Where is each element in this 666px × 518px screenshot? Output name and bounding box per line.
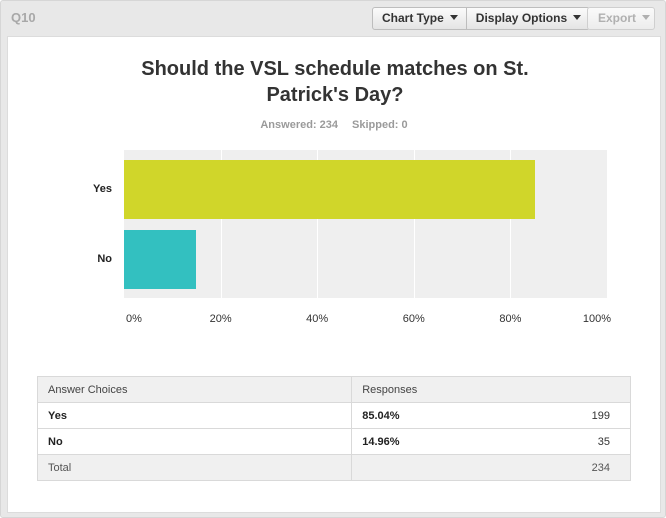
chevron-down-icon: [449, 15, 458, 20]
category-label: Yes: [93, 182, 112, 195]
column-header-responses: Responses: [351, 376, 631, 403]
chart-type-button[interactable]: Chart Type: [373, 8, 466, 29]
bar-chart-plot: [124, 150, 607, 298]
table-header-row: Answer Choices Responses: [36, 376, 631, 403]
gridline: [221, 150, 222, 298]
total-label: Total: [36, 454, 353, 481]
display-options-label: Display Options: [475, 11, 568, 25]
question-number: Q10: [11, 10, 36, 25]
skipped-count: Skipped: 0: [352, 119, 408, 131]
table-row: No 14.96% 35: [36, 428, 631, 455]
x-tick-label: 60%: [402, 313, 425, 325]
gridline: [317, 150, 318, 298]
response-count: 35: [477, 428, 631, 455]
response-percent: 14.96%: [351, 428, 478, 455]
response-count: 199: [477, 402, 631, 429]
responses-table: Answer Choices Responses Yes 85.04% 199 …: [36, 376, 631, 481]
x-tick-label: 80%: [499, 313, 522, 325]
question-title-line-1: Should the VSL schedule matches on St.: [141, 58, 529, 80]
total-count: 234: [351, 454, 631, 481]
question-title-line-2: Patrick's Day?: [266, 84, 404, 106]
export-label: Export: [598, 11, 637, 25]
chevron-down-icon: [642, 15, 651, 20]
question-card: Should the VSL schedule matches on St. P…: [7, 36, 661, 513]
gridline: [510, 150, 511, 298]
response-percent: 85.04%: [351, 402, 478, 429]
x-tick-label: 100%: [582, 313, 612, 325]
total-row: Total 234: [36, 454, 631, 481]
question-title: Should the VSL schedule matches on St. P…: [108, 56, 562, 108]
display-options-button[interactable]: Display Options: [465, 8, 589, 29]
bar-no: [124, 230, 197, 289]
answered-count: Answered: 234: [260, 119, 339, 131]
export-button[interactable]: Export: [587, 7, 655, 30]
x-tick-label: 20%: [209, 313, 232, 325]
gridline: [414, 150, 415, 298]
response-stats: Answered: 234 Skipped: 0: [8, 119, 660, 131]
table-row: Yes 85.04% 199: [36, 402, 631, 429]
x-tick-label: 40%: [306, 313, 329, 325]
answer-choice: No: [36, 428, 353, 455]
chevron-down-icon: [573, 15, 582, 20]
chart-type-label: Chart Type: [382, 11, 444, 25]
answer-choice: Yes: [36, 402, 353, 429]
chart-controls: Chart Type Display Options: [372, 7, 591, 30]
bar-yes: [124, 160, 535, 219]
category-label: No: [97, 252, 112, 265]
column-header-answer-choices: Answer Choices: [36, 376, 353, 403]
x-tick-label: 0%: [126, 313, 142, 325]
question-toolbar: Q10 Chart Type Display Options Export: [1, 1, 665, 35]
